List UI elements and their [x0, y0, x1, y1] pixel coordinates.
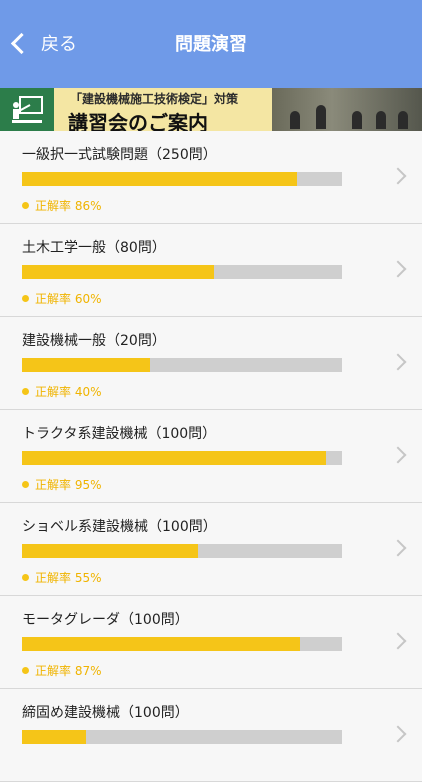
chevron-right-icon: [389, 260, 407, 278]
rate-label: 正解率 95%: [35, 478, 102, 492]
navigation-bar: 戻る 問題演習: [0, 0, 422, 88]
list-item[interactable]: 一級択一式試験問題（250問） 正解率 86%: [0, 131, 422, 224]
progress-fill: [22, 544, 198, 558]
chevron-right-icon: [389, 446, 407, 464]
dot-icon: [22, 481, 29, 488]
dot-icon: [22, 295, 29, 302]
lecture-icon: [0, 88, 54, 131]
rate-label: 正解率 87%: [35, 664, 102, 678]
question-list: 一級択一式試験問題（250問） 正解率 86% 土木工学一般（80問） 正解率 60%…: [0, 131, 422, 782]
progress-bar: [22, 265, 342, 279]
chevron-right-icon: [389, 167, 407, 185]
progress-bar: [22, 730, 342, 744]
progress-fill: [22, 358, 150, 372]
correct-rate: 正解率 40%: [22, 383, 102, 400]
correct-rate: 正解率 86%: [22, 197, 102, 214]
correct-rate: 正解率 60%: [22, 290, 102, 307]
progress-bar: [22, 172, 342, 186]
banner-photo: [272, 88, 422, 131]
banner-top-text: 「建設機械施工技術検定」対策: [70, 92, 239, 106]
correct-rate: 正解率 87%: [22, 662, 102, 679]
item-title: 建設機械一般（20問）: [22, 333, 166, 349]
page-title: 問題演習: [175, 34, 247, 55]
chevron-right-icon: [389, 725, 407, 743]
dot-icon: [22, 574, 29, 581]
correct-rate: 正解率 55%: [22, 569, 102, 586]
rate-label: 正解率 40%: [35, 385, 102, 399]
progress-bar: [22, 544, 342, 558]
correct-rate: 正解率 95%: [22, 476, 102, 493]
rate-label: 正解率 60%: [35, 292, 102, 306]
list-item[interactable]: 締固め建設機械（100問）: [0, 689, 422, 782]
item-title: 土木工学一般（80問）: [22, 240, 166, 256]
dot-icon: [22, 667, 29, 674]
progress-fill: [22, 451, 326, 465]
progress-bar: [22, 451, 342, 465]
chevron-right-icon: [389, 353, 407, 371]
dot-icon: [22, 202, 29, 209]
list-item[interactable]: 土木工学一般（80問） 正解率 60%: [0, 224, 422, 317]
banner-main-text: 講習会のご案内: [68, 111, 208, 131]
dot-icon: [22, 388, 29, 395]
item-title: モータグレーダ（100問）: [22, 612, 189, 628]
item-title: 締固め建設機械（100問）: [22, 705, 189, 721]
list-item[interactable]: モータグレーダ（100問） 正解率 87%: [0, 596, 422, 689]
list-item[interactable]: ショベル系建設機械（100問） 正解率 55%: [0, 503, 422, 596]
item-title: 一級択一式試験問題（250問）: [22, 147, 217, 163]
seminar-banner[interactable]: 「建設機械施工技術検定」対策 講習会のご案内: [0, 88, 422, 131]
back-label: 戻る: [41, 34, 77, 55]
back-button[interactable]: 戻る: [8, 30, 77, 56]
progress-fill: [22, 637, 301, 651]
item-title: ショベル系建設機械（100問）: [22, 519, 217, 535]
progress-fill: [22, 172, 298, 186]
progress-bar: [22, 637, 342, 651]
progress-fill: [22, 730, 86, 744]
progress-bar: [22, 358, 342, 372]
progress-fill: [22, 265, 214, 279]
chevron-right-icon: [389, 539, 407, 557]
list-item[interactable]: 建設機械一般（20問） 正解率 40%: [0, 317, 422, 410]
rate-label: 正解率 55%: [35, 571, 102, 585]
chevron-right-icon: [389, 632, 407, 650]
rate-label: 正解率 86%: [35, 199, 102, 213]
item-title: トラクタ系建設機械（100問）: [22, 426, 217, 442]
list-item[interactable]: トラクタ系建設機械（100問） 正解率 95%: [0, 410, 422, 503]
